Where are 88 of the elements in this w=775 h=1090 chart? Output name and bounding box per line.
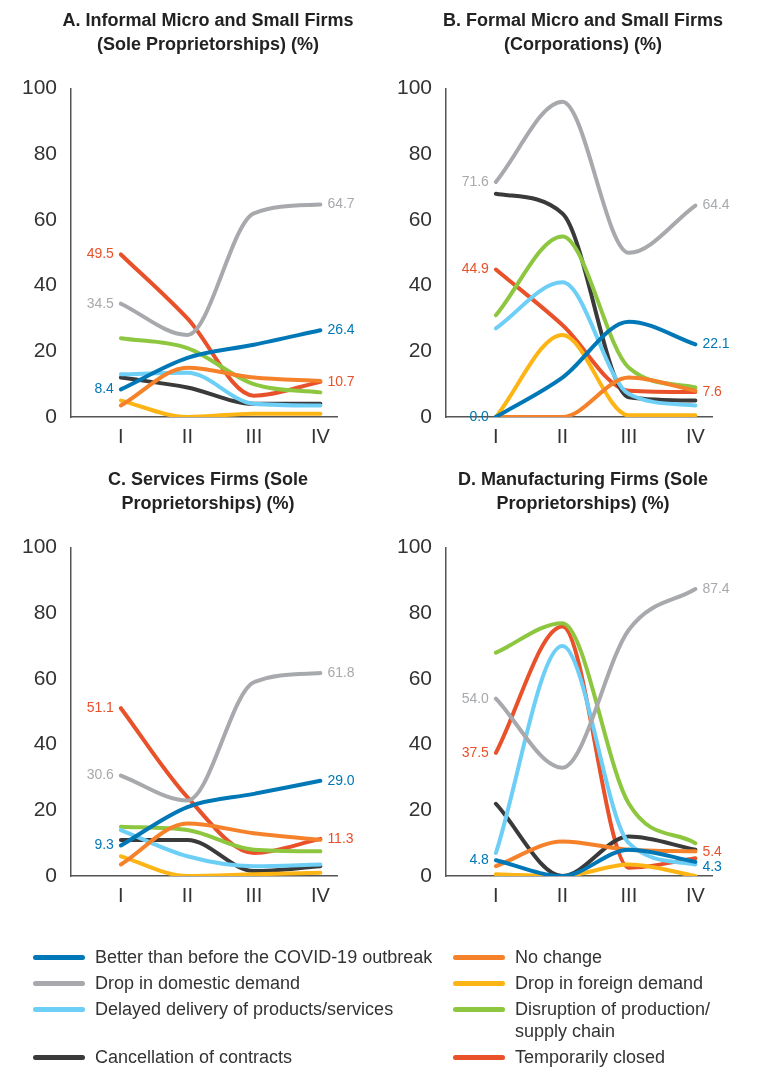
line-series [118,328,323,392]
chart-title: C. Services Firms (Sole Proprietorships) (%) [106,468,310,515]
line-series [118,336,323,395]
legend-label: Drop in foreign demand [515,972,704,994]
line-series [118,778,323,848]
y-tick-label: 100 [396,75,433,99]
legend-label: Drop in domestic demand [95,972,301,994]
y-tick-label: 80 [408,600,433,624]
data-label: 71.6 [461,172,490,189]
y-tick-label: 0 [420,862,433,886]
y-tick-label: 0 [420,403,433,427]
legend-label: Temporarily closed [515,1046,666,1068]
y-tick-label: 0 [45,403,58,427]
legend-label: No change [515,946,603,968]
data-label: 22.1 [702,335,730,352]
y-tick-label: 20 [408,797,433,821]
x-tick-label: III [620,883,638,906]
data-label: 30.6 [86,766,115,783]
y-tick-label: 40 [408,731,433,755]
x-tick-label: II [181,883,193,906]
y-tick-label: 60 [33,206,58,230]
x-tick-label: IV [685,883,706,906]
y-tick-label: 80 [33,600,58,624]
chart-title: A. Informal Micro and Small Firms (Sole Proprietorships) (%) [61,9,355,56]
data-label: 4.3 [702,858,723,875]
y-tick-label: 100 [21,75,58,99]
data-label: 10.7 [327,372,355,389]
legend-label: Delayed delivery of products/services [95,998,394,1020]
line-series [118,854,323,876]
legend-label: Better than before the COVID-19 outbreak [95,946,433,968]
line-series [118,202,323,337]
y-tick-label: 100 [21,534,58,558]
y-tick-label: 60 [33,665,58,689]
x-tick-label: III [245,424,263,447]
data-label: 64.7 [327,195,355,212]
data-label: 5.4 [702,843,723,860]
y-tick-label: 40 [408,272,433,296]
x-tick-label: IV [310,424,331,447]
x-tick-label: II [181,424,193,447]
line-series [493,847,698,876]
x-tick-label: II [556,883,568,906]
data-label: 8.4 [94,380,115,397]
data-label: 44.9 [461,260,490,277]
x-tick-label: III [245,883,263,906]
x-tick-label: III [620,424,638,447]
chart-title: B. Formal Micro and Small Firms (Corporations) (%) [441,9,725,56]
y-tick-label: 60 [408,665,433,689]
chart-title: D. Manufacturing Firms (Sole Proprietorships) (%) [457,468,709,515]
line-series [118,671,323,803]
data-label: 49.5 [86,245,115,262]
x-tick-label: I [118,424,124,447]
line-series [118,824,323,854]
legend-label: Disruption of production/ supply chain [515,998,712,1042]
data-label: 29.0 [327,771,355,788]
line-series [118,828,323,869]
data-label: 64.4 [702,196,730,213]
x-tick-label: IV [310,883,331,906]
line-series [118,821,323,867]
y-tick-label: 80 [408,141,433,165]
y-tick-label: 40 [33,731,58,755]
data-label: 26.4 [327,321,355,338]
x-tick-label: I [493,883,499,906]
legend-label: Cancellation of contracts [95,1046,293,1068]
data-label: 7.6 [702,382,723,399]
data-label: 11.3 [327,829,354,846]
y-tick-label: 40 [33,272,58,296]
line-series [493,586,698,770]
y-tick-label: 100 [396,534,433,558]
line-series [493,280,698,408]
data-label: 37.5 [461,743,490,760]
data-label: 34.5 [86,294,115,311]
x-tick-label: I [493,424,499,447]
y-tick-label: 80 [33,141,58,165]
y-tick-label: 0 [45,862,58,886]
y-tick-label: 20 [33,797,58,821]
x-tick-label: IV [685,424,706,447]
data-label: 61.8 [327,663,355,680]
data-label: 54.0 [461,689,490,706]
x-tick-label: II [556,424,568,447]
data-label: 4.8 [469,851,490,868]
y-tick-label: 20 [408,338,433,362]
y-tick-label: 60 [408,206,433,230]
data-label: 51.1 [86,699,115,716]
y-tick-label: 20 [33,338,58,362]
x-tick-label: I [118,883,124,906]
data-label: 87.4 [702,579,730,596]
line-series [493,99,698,255]
data-label: 9.3 [94,836,115,853]
